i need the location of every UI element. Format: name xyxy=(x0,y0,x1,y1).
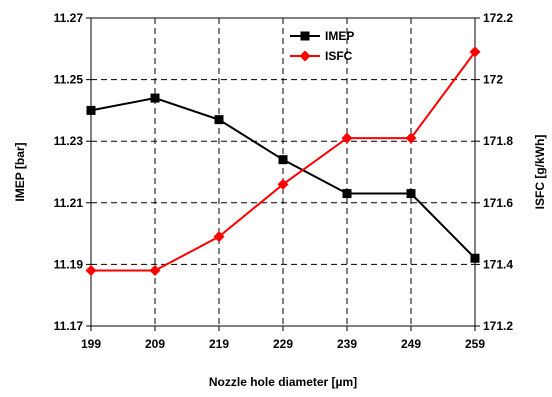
x-axis-title: Nozzle hole diameter [µm] xyxy=(209,375,357,389)
legend: IMEP ISFC xyxy=(290,29,354,63)
data-point-isfc xyxy=(405,132,417,144)
y-tick-label: 11.23 xyxy=(54,134,84,148)
y-axis-right-title: ISFC [g/kWh] xyxy=(533,135,547,210)
x-tick-label: 259 xyxy=(465,337,485,351)
data-point-imep xyxy=(470,253,480,263)
data-point-isfc xyxy=(277,178,289,190)
data-point-isfc xyxy=(341,132,353,144)
data-point-isfc xyxy=(85,265,97,277)
y2-tick-label: 172.2 xyxy=(483,11,513,25)
data-point-isfc xyxy=(213,231,225,243)
y-axis-left-title: IMEP [bar] xyxy=(13,142,27,201)
data-point-imep xyxy=(342,189,352,199)
x-tick-label: 249 xyxy=(401,337,421,351)
x-tick-label: 239 xyxy=(337,337,357,351)
y-tick-label: 11.25 xyxy=(54,73,84,87)
y-tick-label: 11.19 xyxy=(54,257,84,271)
y2-tick-label: 172 xyxy=(483,73,503,87)
data-point-imep xyxy=(278,155,288,165)
x-tick-label: 199 xyxy=(81,337,101,351)
x-tick-label: 209 xyxy=(145,337,165,351)
y-tick-label: 11.21 xyxy=(54,196,84,210)
data-point-imep xyxy=(214,115,224,125)
y-axis-right-ticks: 171.2 171.4 171.6 171.8 172 172.2 xyxy=(475,11,513,333)
y-tick-label: 11.27 xyxy=(54,11,84,25)
data-point-isfc xyxy=(149,265,161,277)
data-point-imep xyxy=(406,189,416,199)
series-group xyxy=(85,46,481,277)
legend-marker-imep xyxy=(300,31,310,41)
x-axis-ticks: 199 209 219 229 239 249 259 xyxy=(81,326,485,351)
y-axis-left-ticks: 11.17 11.19 11.21 11.23 11.25 11.27 xyxy=(54,11,91,333)
y2-tick-label: 171.4 xyxy=(483,257,513,271)
y-tick-label: 11.17 xyxy=(54,319,84,333)
data-point-isfc xyxy=(469,46,481,58)
legend-marker-isfc xyxy=(299,50,311,62)
legend-label-isfc: ISFC xyxy=(325,49,353,63)
y2-tick-label: 171.8 xyxy=(483,134,513,148)
y2-tick-label: 171.2 xyxy=(483,319,513,333)
data-point-imep xyxy=(86,105,96,115)
legend-label-imep: IMEP xyxy=(325,29,354,43)
data-point-imep xyxy=(150,93,160,103)
x-tick-label: 229 xyxy=(273,337,293,351)
x-tick-label: 219 xyxy=(209,337,229,351)
grid-lines xyxy=(91,18,475,326)
y2-tick-label: 171.6 xyxy=(483,196,513,210)
